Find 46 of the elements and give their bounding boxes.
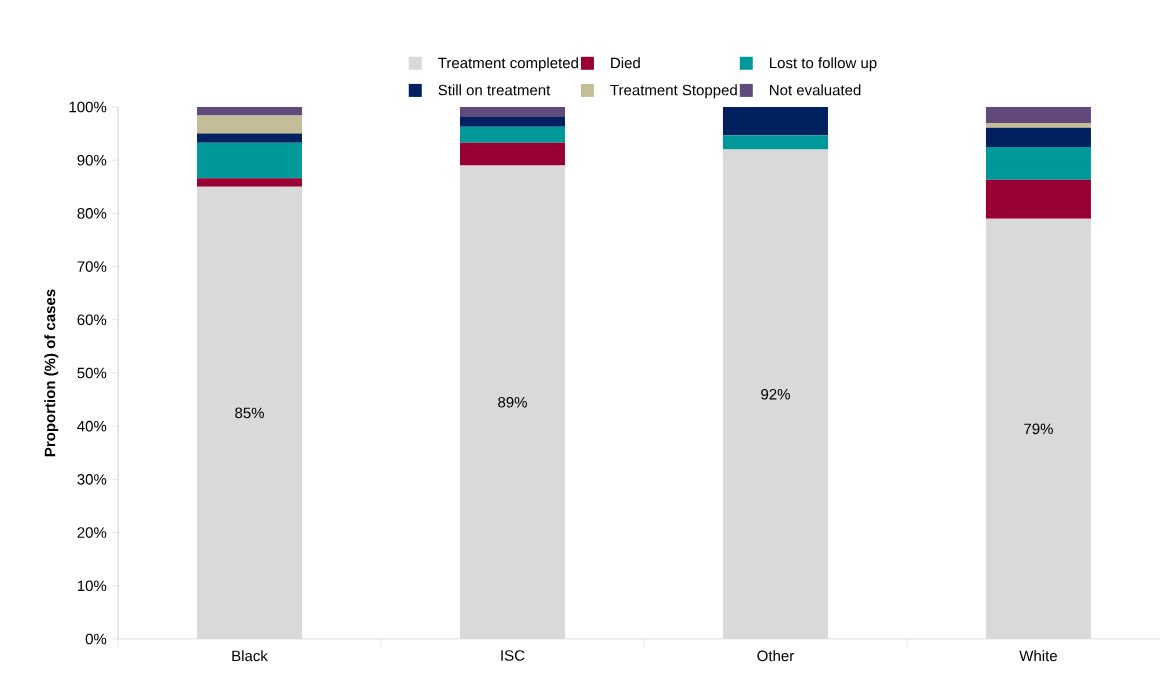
bar [459,126,565,143]
y-tick-label: 60% [77,314,107,326]
x-tick-label: Black [232,650,268,662]
y-tick-label: 100% [69,101,107,113]
y-tick-label: 30% [77,474,107,485]
y-tick-label: 40% [77,420,107,432]
bar [197,142,302,179]
legend-label: Still on treatment [438,84,551,96]
y-tick-label: 70% [77,261,107,272]
data-label: 79% [1024,423,1053,435]
y-tick-label: 10% [77,580,107,592]
bar [197,133,302,143]
legend-label: Lost to follow up [770,57,877,72]
bar [985,146,1091,180]
bar [985,179,1091,219]
data-label: 92% [761,388,790,400]
data-label: 89% [498,396,527,408]
y-tick-label: 90% [77,154,107,166]
x-tick-label: Other [757,650,794,662]
bar [722,135,828,150]
bar [197,115,302,134]
bar [722,149,828,639]
y-tick-label: 20% [77,527,107,538]
y-axis-title: Proportion (%) of cases [44,289,59,457]
data-label: 85% [235,407,264,419]
x-tick-label: ISC [501,650,525,661]
bar [985,218,1091,639]
bar [197,186,302,639]
bar [985,122,1091,128]
legend-label: Died [611,57,640,69]
bar [459,142,565,166]
bar [722,106,828,136]
legend-label: Not evaluated [770,84,861,96]
legend-label: Treatment completed [438,57,578,72]
legend-label: Treatment Stopped [610,84,737,99]
y-tick-label: 50% [77,367,107,379]
bar [459,106,565,118]
bar [197,178,302,187]
bar [197,106,302,116]
bar [459,165,565,639]
y-tick-label: 0% [85,633,107,645]
bar [985,127,1091,147]
x-tick-label: White [1019,650,1057,662]
bar [459,117,565,127]
y-tick-label: 80% [77,208,107,219]
bar [985,106,1091,123]
